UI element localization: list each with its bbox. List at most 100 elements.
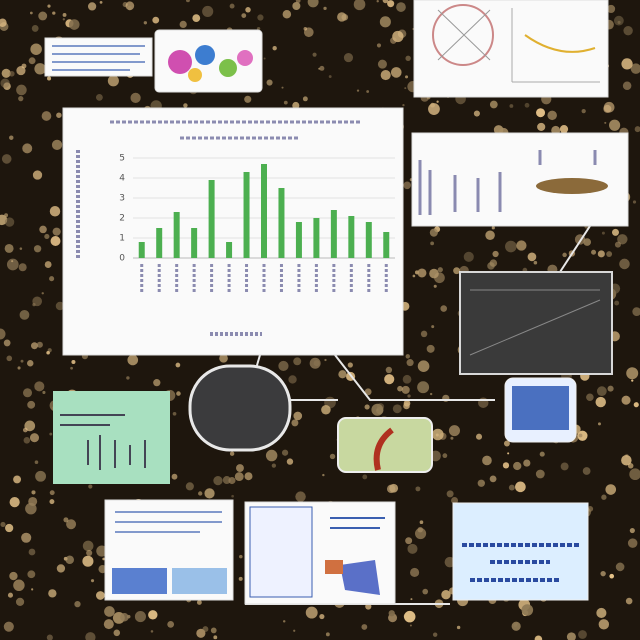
bokeh-dot <box>1 154 12 164</box>
bokeh-dot <box>536 108 546 118</box>
bar <box>208 180 215 258</box>
bokeh-dot <box>32 296 43 307</box>
bokeh-dot <box>13 579 25 592</box>
bokeh-dot <box>362 474 368 480</box>
bokeh-dot <box>143 21 148 25</box>
bokeh-dot <box>371 403 384 416</box>
bokeh-dot <box>422 588 429 595</box>
bokeh-dot <box>19 309 30 320</box>
bokeh-dot <box>35 470 47 482</box>
bokeh-dot <box>219 354 228 363</box>
bokeh-dot <box>410 567 420 578</box>
bokeh-dot <box>52 227 61 236</box>
bokeh-dot <box>583 238 592 246</box>
bokeh-dot <box>560 462 569 471</box>
bokeh-dot <box>278 360 289 372</box>
bokeh-dot <box>179 20 187 29</box>
bokeh-dot <box>0 78 10 88</box>
bokeh-dot <box>171 473 178 480</box>
bokeh-dot <box>404 87 407 90</box>
bokeh-dot <box>245 7 251 13</box>
bokeh-dot <box>632 307 640 317</box>
bokeh-dot <box>436 100 439 103</box>
bokeh-dot <box>559 125 569 134</box>
bokeh-dot <box>405 55 411 62</box>
bokeh-dot <box>312 52 317 57</box>
bokeh-dot <box>293 357 302 366</box>
bokeh-dot <box>11 260 14 263</box>
bokeh-dot <box>601 231 605 235</box>
bokeh-dot <box>621 58 633 70</box>
bokeh-dot <box>34 460 39 465</box>
bokeh-dot <box>150 630 154 633</box>
bokeh-dot <box>606 251 613 257</box>
bokeh-dot <box>475 433 483 440</box>
bokeh-dot <box>31 588 34 591</box>
bokeh-dot <box>3 621 14 632</box>
bokeh-dot <box>502 462 510 469</box>
bokeh-dot <box>578 630 587 639</box>
bokeh-dot <box>49 206 61 217</box>
bokeh-dot <box>364 388 372 396</box>
diagram <box>437 9 491 61</box>
bokeh-dot <box>41 292 44 295</box>
bokeh-dot <box>403 181 412 190</box>
bokeh-dot <box>34 63 46 75</box>
bokeh-dot <box>82 540 94 552</box>
bokeh-dot <box>18 263 27 272</box>
bokeh-dot <box>409 624 412 627</box>
bokeh-dot <box>384 374 395 385</box>
bokeh-dot <box>183 103 188 108</box>
bokeh-dot <box>482 481 485 484</box>
bokeh-dot <box>87 2 97 11</box>
bokeh-dot <box>25 502 37 515</box>
bokeh-dot <box>630 63 640 74</box>
bokeh-dot <box>562 252 567 258</box>
bokeh-dot <box>272 46 277 51</box>
bokeh-dot <box>595 396 606 408</box>
bokeh-dot <box>377 59 387 69</box>
bokeh-dot <box>213 635 218 640</box>
bokeh-dot <box>41 111 52 121</box>
bokeh-dot <box>587 506 594 512</box>
bokeh-dot <box>591 249 597 255</box>
y-tick-label: 5 <box>119 154 125 164</box>
bokeh-dot <box>21 532 32 543</box>
bar <box>191 228 198 258</box>
bokeh-dot <box>631 379 634 382</box>
bokeh-dot <box>430 102 435 108</box>
bokeh-dot <box>167 620 175 628</box>
bokeh-dot <box>293 411 303 421</box>
bokeh-dot <box>404 610 416 623</box>
bokeh-dot <box>95 93 103 101</box>
bokeh-dot <box>598 619 610 630</box>
panel <box>249 506 313 598</box>
bokeh-dot <box>534 635 543 640</box>
bokeh-dot <box>325 632 330 637</box>
bokeh-dot <box>103 619 114 630</box>
bokeh-dot <box>627 463 634 469</box>
bokeh-dot <box>485 230 495 240</box>
screen <box>459 271 613 375</box>
bokeh-dot <box>405 537 413 545</box>
bokeh-dot <box>9 497 20 508</box>
oval-screen <box>188 364 292 452</box>
bokeh-dot <box>609 119 621 131</box>
bokeh-dot <box>615 562 625 572</box>
bokeh-dot <box>489 259 498 267</box>
bokeh-dot <box>56 112 62 118</box>
bokeh-dot <box>3 339 11 347</box>
bokeh-dot <box>148 610 158 620</box>
bokeh-dot <box>329 453 336 460</box>
y-tick-label: 0 <box>119 254 125 264</box>
bokeh-dot <box>515 481 526 493</box>
bokeh-dot <box>617 234 628 245</box>
bokeh-dot <box>323 6 327 11</box>
bokeh-dot <box>176 391 181 396</box>
bokeh-dot <box>102 557 105 561</box>
bokeh-dot <box>44 233 50 240</box>
bokeh-dot <box>539 451 545 457</box>
bokeh-dot <box>192 14 201 23</box>
bokeh-dot <box>410 598 413 601</box>
